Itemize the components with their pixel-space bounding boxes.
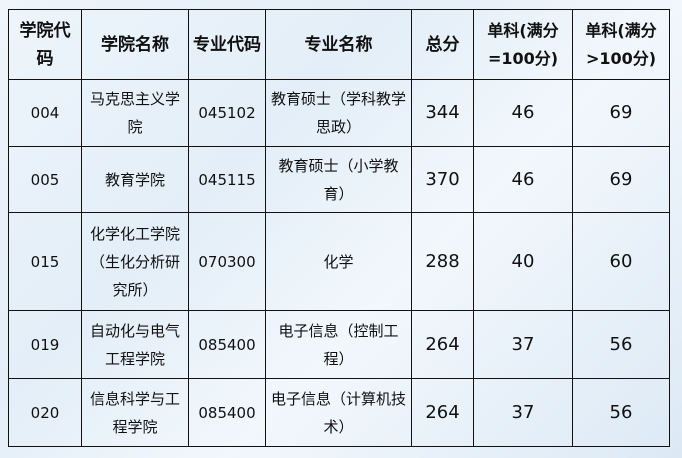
table-row: 004 马克思主义学院 045102 教育硕士（学科教学思政） 344 46 69 [8,79,670,147]
cell-college-code: 019 [8,310,82,379]
header-row: 学院代码 学院名称 专业代码 专业名称 总分 单科(满分=100分) 单科(满分… [8,9,670,80]
cell-total-score: 344 [411,79,474,147]
cell-college-code: 015 [8,212,82,311]
cell-single-over-100: 69 [572,79,670,147]
score-table: 学院代码 学院名称 专业代码 专业名称 总分 单科(满分=100分) 单科(满分… [8,9,670,447]
header-college-name: 学院名称 [81,9,189,80]
cell-single-100: 46 [473,79,573,147]
table-row: 019 自动化与电气工程学院 085400 电子信息（控制工程） 264 37 56 [8,310,670,379]
cell-total-score: 264 [411,378,474,447]
cell-major-name: 电子信息（控制工程） [265,310,412,379]
header-single-100: 单科(满分=100分) [473,9,573,80]
cell-single-over-100: 69 [572,146,670,213]
cell-total-score: 264 [411,310,474,379]
cell-major-name: 化学 [265,212,412,311]
cell-major-code: 070300 [188,212,266,311]
cell-single-100: 37 [473,378,573,447]
cell-single-over-100: 60 [572,212,670,311]
cell-major-code: 085400 [188,378,266,447]
table-row: 015 化学化工学院（生化分析研究所） 070300 化学 288 40 60 [8,212,670,311]
cell-major-code: 045115 [188,146,266,213]
cell-college-code: 005 [8,146,82,213]
cell-single-100: 40 [473,212,573,311]
header-major-name: 专业名称 [265,9,412,80]
cell-college-name: 自动化与电气工程学院 [81,310,189,379]
header-total: 总分 [411,9,474,80]
cell-major-name: 电子信息（计算机技术） [265,378,412,447]
cell-college-name: 马克思主义学院 [81,79,189,147]
cell-single-100: 46 [473,146,573,213]
cell-major-code: 085400 [188,310,266,379]
cell-major-code: 045102 [188,79,266,147]
cell-major-name: 教育硕士（学科教学思政） [265,79,412,147]
cell-single-over-100: 56 [572,310,670,379]
cell-college-code: 020 [8,378,82,447]
cell-college-name: 化学化工学院（生化分析研究所） [81,212,189,311]
cell-college-name: 信息科学与工程学院 [81,378,189,447]
header-major-code: 专业代码 [188,9,266,80]
cell-single-100: 37 [473,310,573,379]
cell-college-code: 004 [8,79,82,147]
cell-total-score: 370 [411,146,474,213]
header-college-code: 学院代码 [8,9,82,80]
header-single-over-100: 单科(满分>100分) [572,9,670,80]
cell-college-name: 教育学院 [81,146,189,213]
table-row: 005 教育学院 045115 教育硕士（小学教育） 370 46 69 [8,146,670,213]
cell-total-score: 288 [411,212,474,311]
table-row: 020 信息科学与工程学院 085400 电子信息（计算机技术） 264 37 56 [8,378,670,447]
cell-major-name: 教育硕士（小学教育） [265,146,412,213]
cell-single-over-100: 56 [572,378,670,447]
